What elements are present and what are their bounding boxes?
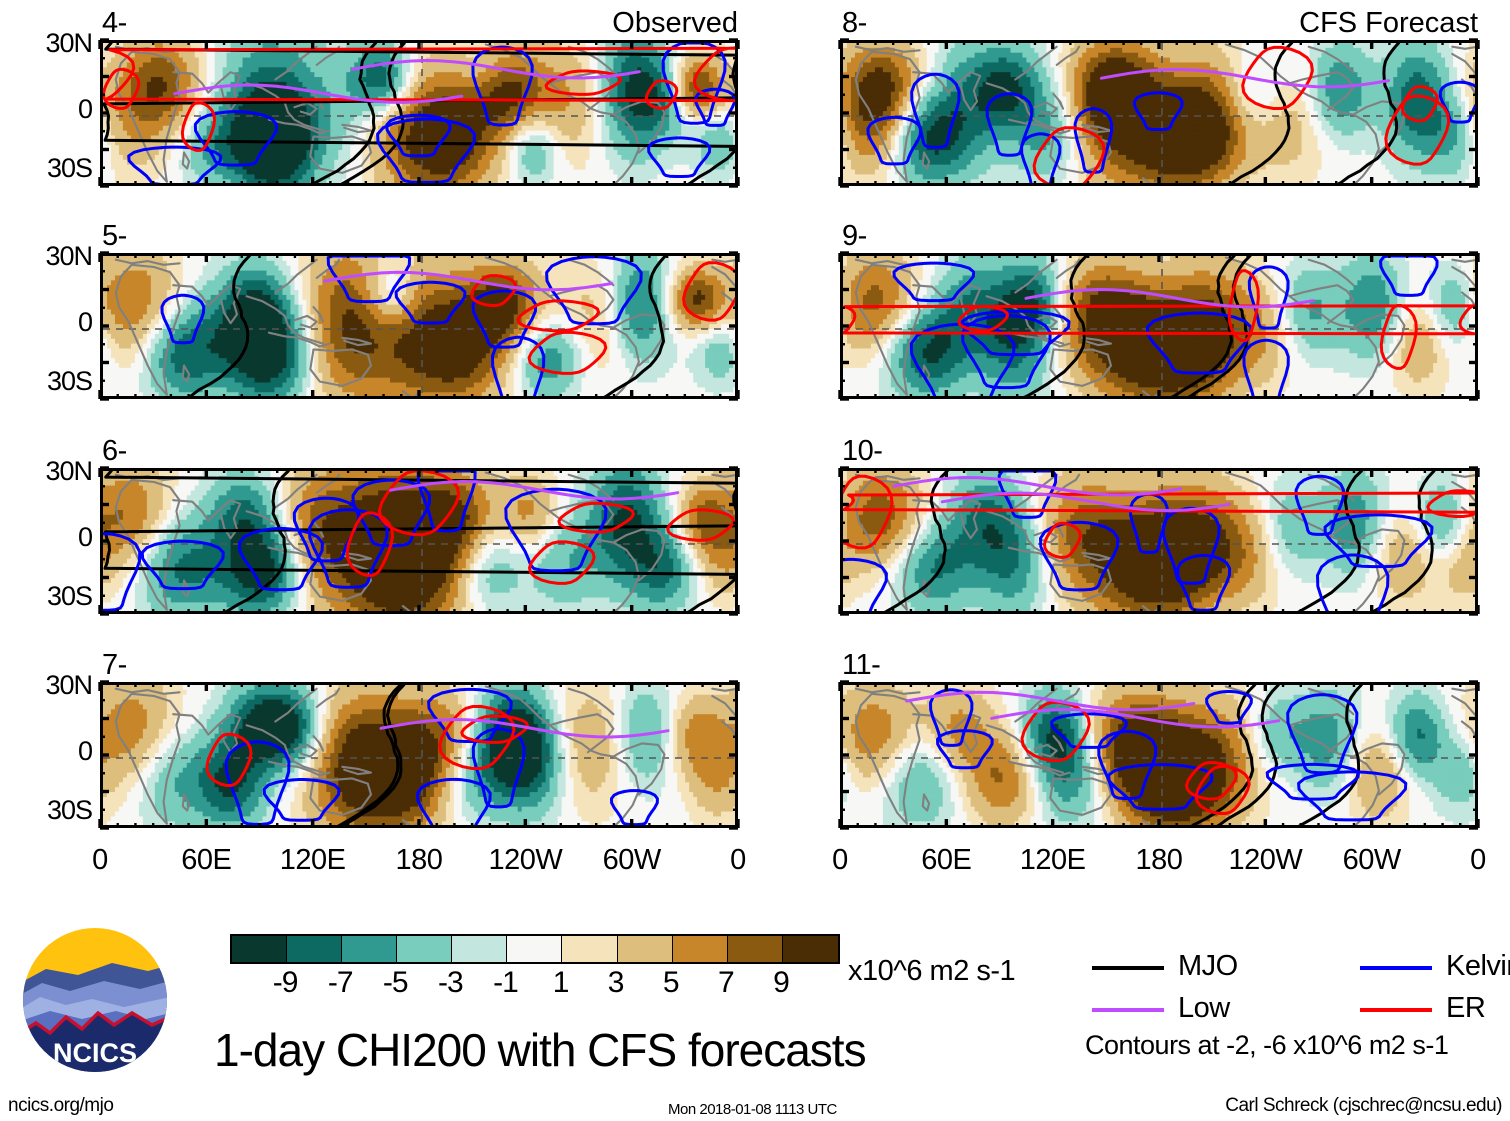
map-plot-area[interactable] bbox=[840, 40, 1478, 186]
colorbar-segment-9 bbox=[727, 936, 783, 962]
ncics-logo: NCICS bbox=[20, 925, 170, 1075]
colorbar bbox=[230, 934, 840, 964]
map-plot-area[interactable] bbox=[100, 253, 738, 399]
y-tick-0: 0 bbox=[0, 309, 93, 336]
y-tick-30n: 30N bbox=[0, 30, 93, 57]
y-tick-30s: 30S bbox=[0, 155, 93, 182]
wave-contours bbox=[866, 43, 1475, 183]
colorbar-tick--1: -1 bbox=[475, 968, 535, 998]
colorbar-tick--9: -9 bbox=[255, 968, 315, 998]
colorbar-tick-1: 1 bbox=[531, 968, 591, 998]
x-tick-2: 120E bbox=[268, 846, 358, 875]
wave-contours bbox=[103, 43, 735, 183]
figure-title: 1-day CHI200 with CFS forecasts bbox=[214, 1027, 867, 1073]
shaded-anomaly-field bbox=[843, 471, 1475, 611]
footer-author: Carl Schreck (cjschrec@ncsu.edu) bbox=[1225, 1096, 1502, 1115]
coastlines bbox=[114, 685, 735, 825]
wave-contours bbox=[103, 471, 735, 611]
wave-contours bbox=[843, 256, 1475, 396]
y-tick-0: 0 bbox=[0, 96, 93, 123]
x-tick-0: 0 bbox=[795, 846, 885, 875]
colorbar-tick-9: 9 bbox=[751, 968, 811, 998]
wave-contours bbox=[160, 256, 735, 396]
colorbar-segment-4 bbox=[452, 936, 508, 962]
legend-label-low: Low bbox=[1178, 994, 1230, 1023]
coastlines bbox=[114, 256, 735, 396]
legend-line-kelvin-x2 bbox=[1360, 966, 1432, 970]
colorbar-tick--5: -5 bbox=[365, 968, 425, 998]
guide-lines bbox=[103, 256, 735, 396]
x-tick-6: 0 bbox=[1433, 846, 1510, 875]
map-plot-area[interactable] bbox=[840, 253, 1478, 399]
map-plot-area[interactable] bbox=[840, 682, 1478, 828]
legend-label-er: ER bbox=[1446, 994, 1486, 1023]
column-header-forecast: CFS Forecast bbox=[840, 9, 1478, 38]
colorbar-segment-0 bbox=[232, 936, 288, 962]
x-tick-3: 180 bbox=[1114, 846, 1204, 875]
colorbar-tick--7: -7 bbox=[310, 968, 370, 998]
x-tick-2: 120E bbox=[1008, 846, 1098, 875]
x-tick-5: 60W bbox=[587, 846, 677, 875]
x-tick-0: 0 bbox=[55, 846, 145, 875]
guide-lines bbox=[843, 256, 1475, 396]
legend-line-er bbox=[1360, 1008, 1432, 1012]
map-plot-area[interactable] bbox=[100, 40, 738, 186]
colorbar-segment-5 bbox=[507, 936, 563, 962]
x-tick-4: 120W bbox=[480, 846, 570, 875]
legend-line-low bbox=[1092, 1008, 1164, 1012]
legend-label-kelvin-x2: Kelvin x2 bbox=[1446, 952, 1510, 981]
colorbar-tick--3: -3 bbox=[420, 968, 480, 998]
y-tick-30n: 30N bbox=[0, 672, 93, 699]
shaded-anomaly-field bbox=[843, 43, 1475, 183]
map-plot-area[interactable] bbox=[100, 682, 738, 828]
guide-lines bbox=[843, 471, 1475, 611]
x-tick-5: 60W bbox=[1327, 846, 1417, 875]
colorbar-segment-10 bbox=[782, 936, 838, 962]
colorbar-segment-1 bbox=[287, 936, 343, 962]
x-tick-6: 0 bbox=[693, 846, 783, 875]
colorbar-segment-8 bbox=[672, 936, 728, 962]
shaded-anomaly-field bbox=[843, 685, 1475, 825]
x-tick-3: 180 bbox=[374, 846, 464, 875]
column-header-observed: Observed bbox=[100, 9, 738, 38]
colorbar-segment-3 bbox=[397, 936, 453, 962]
y-tick-30s: 30S bbox=[0, 797, 93, 824]
footer-left[interactable]: ncics.org/mjo bbox=[8, 1096, 114, 1115]
x-tick-1: 60E bbox=[161, 846, 251, 875]
legend-contour-note: Contours at -2, -6 x10^6 m2 s-1 bbox=[1085, 1032, 1449, 1059]
logo-text: NCICS bbox=[53, 1038, 137, 1068]
colorbar-tick-7: 7 bbox=[696, 968, 756, 998]
y-tick-0: 0 bbox=[0, 738, 93, 765]
colorbar-segment-6 bbox=[562, 936, 618, 962]
colorbar-tick-5: 5 bbox=[641, 968, 701, 998]
wave-contours bbox=[205, 685, 670, 825]
x-tick-1: 60E bbox=[901, 846, 991, 875]
y-tick-30s: 30S bbox=[0, 583, 93, 610]
y-tick-0: 0 bbox=[0, 524, 93, 551]
colorbar-tick-3: 3 bbox=[586, 968, 646, 998]
footer-timestamp: Mon 2018-01-08 1113 UTC bbox=[668, 1100, 837, 1119]
wave-contours bbox=[905, 685, 1408, 825]
wave-contours bbox=[843, 471, 1475, 611]
y-tick-30s: 30S bbox=[0, 368, 93, 395]
map-plot-area[interactable] bbox=[840, 468, 1478, 614]
map-plot-area[interactable] bbox=[100, 468, 738, 614]
y-tick-30n: 30N bbox=[0, 243, 93, 270]
legend-label-mjo: MJO bbox=[1178, 952, 1238, 981]
x-tick-4: 120W bbox=[1220, 846, 1310, 875]
legend-line-mjo bbox=[1092, 966, 1164, 970]
colorbar-segment-2 bbox=[342, 936, 398, 962]
colorbar-unit-label: x10^6 m2 s-1 bbox=[848, 957, 1016, 986]
colorbar-segment-7 bbox=[617, 936, 673, 962]
y-tick-30n: 30N bbox=[0, 458, 93, 485]
guide-lines bbox=[843, 43, 1475, 183]
guide-lines bbox=[843, 685, 1475, 825]
